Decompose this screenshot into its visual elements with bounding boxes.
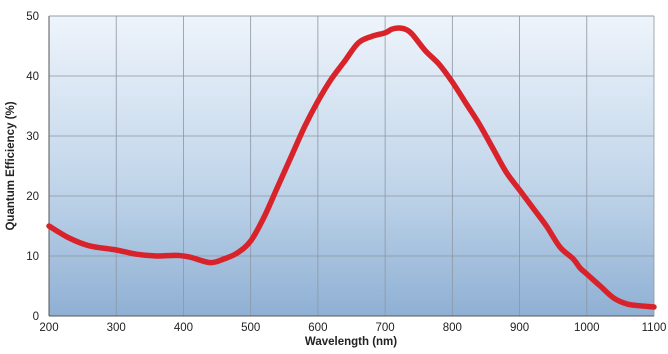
series-layer bbox=[46, 25, 657, 310]
y-tick-label: 20 bbox=[26, 191, 39, 203]
qe-curve-line bbox=[46, 25, 657, 310]
x-tick-label: 1100 bbox=[642, 322, 667, 334]
x-tick-label: 500 bbox=[241, 322, 260, 334]
x-tick-label: 400 bbox=[174, 322, 193, 334]
x-axis-title: Wavelength (nm) bbox=[305, 336, 397, 348]
y-tick-label: 40 bbox=[26, 71, 39, 83]
x-tick-labels: 200 300 400 500 600 700 800 900 1000 1100 bbox=[39, 322, 666, 334]
x-tick-label: 300 bbox=[107, 322, 126, 334]
axes bbox=[48, 15, 655, 317]
y-tick-label: 50 bbox=[26, 11, 39, 23]
y-tick-label: 10 bbox=[26, 251, 39, 263]
y-axis-title: Quantum Efficiency (%) bbox=[5, 101, 17, 230]
x-tick-label: 900 bbox=[510, 322, 529, 334]
x-tick-label: 800 bbox=[443, 322, 462, 334]
y-tick-label: 30 bbox=[26, 131, 39, 143]
x-tick-label: 700 bbox=[376, 322, 395, 334]
x-tick-label: 1000 bbox=[574, 322, 600, 334]
x-tick-label: 600 bbox=[308, 322, 327, 334]
plot-area bbox=[49, 16, 654, 316]
y-tick-labels: 0 10 20 30 40 50 bbox=[26, 11, 39, 323]
x-tick-label: 200 bbox=[39, 322, 58, 334]
y-tick-label: 0 bbox=[33, 311, 39, 323]
